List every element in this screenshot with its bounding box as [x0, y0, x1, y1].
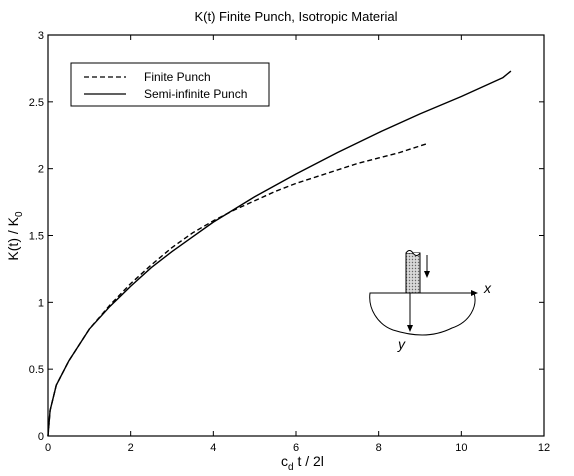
x-tick-label: 6 — [293, 442, 299, 454]
x-axis-label: cd t / 2l — [281, 453, 324, 471]
x-tick-label: 0 — [45, 442, 51, 454]
punch-inset-diagram: x y — [369, 250, 492, 352]
legend: Finite Punch Semi-infinite Punch — [70, 62, 270, 107]
y-tick-label: 1 — [38, 297, 44, 309]
punch-rod — [405, 252, 421, 294]
x-tick-label: 8 — [376, 442, 382, 454]
punch-top-wavy — [405, 250, 421, 256]
legend-box — [70, 62, 270, 107]
y-axis-arrow-head — [407, 325, 413, 332]
inset-x-label: x — [483, 280, 492, 296]
chart-title: K(t) Finite Punch, Isotropic Material — [194, 9, 397, 24]
load-arrow-head — [424, 271, 430, 278]
y-tick-label: 3 — [38, 30, 44, 42]
x-tick-label: 12 — [538, 442, 550, 454]
half-space-body — [369, 292, 476, 336]
x-axis-arrow-head — [471, 290, 478, 296]
legend-label-semi: Semi-infinite Punch — [144, 87, 247, 101]
y-axis-label: K(t) / K0 — [5, 211, 25, 261]
x-tick-label: 10 — [455, 442, 467, 454]
series-layer — [47, 70, 512, 437]
axis-ticks: 0 2 4 6 8 10 12 0 0.5 1 1.5 2 2.5 3 — [29, 30, 550, 454]
x-tick-label: 2 — [128, 442, 134, 454]
inset-y-label: y — [397, 336, 406, 352]
y-tick-label: 2 — [38, 164, 44, 176]
series-line-finite-punch — [47, 142, 429, 437]
y-tick-label: 1.5 — [29, 231, 44, 243]
x-tick-label: 4 — [210, 442, 216, 454]
y-tick-label: 0 — [38, 431, 44, 443]
y-tick-label: 0.5 — [29, 364, 44, 376]
legend-label-finite: Finite Punch — [144, 70, 211, 84]
y-tick-label: 2.5 — [29, 97, 44, 109]
series-line-semi-infinite-punch — [47, 70, 512, 437]
